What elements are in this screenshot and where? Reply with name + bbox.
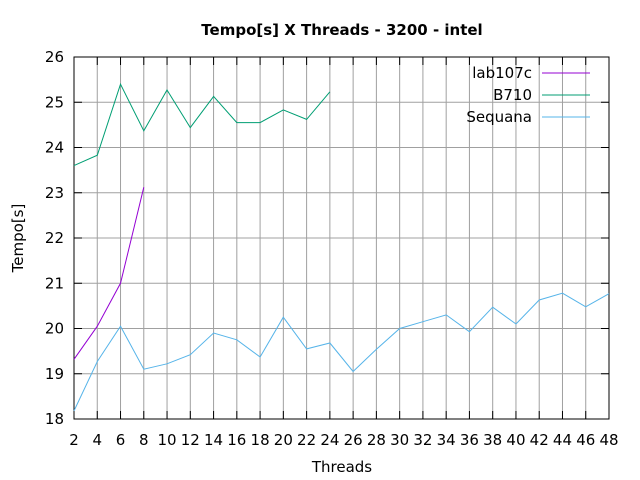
series-line-sequana	[73, 292, 610, 412]
x-tick-label: 8	[139, 431, 149, 449]
x-tick-label: 46	[576, 431, 595, 449]
x-tick-labels: 2 4 6 8 10 12 14 16 18 20 22 24 26 28 30 32 34 36 38 40 42 44…	[69, 431, 618, 449]
y-tick-labels: 18 19 20 21 22 23 24 25 26	[45, 48, 64, 428]
y-tick-label: 19	[45, 365, 64, 383]
y-tick-label: 23	[45, 184, 64, 202]
x-tick-label: 18	[251, 431, 270, 449]
chart-title: Tempo[s] X Threads - 3200 - intel	[201, 21, 482, 39]
x-tick-label: 48	[599, 431, 618, 449]
y-tick-label: 26	[45, 48, 64, 66]
legend-label: B710	[493, 86, 532, 104]
x-tick-label: 30	[390, 431, 409, 449]
y-tick-label: 18	[45, 410, 64, 428]
y-tick-label: 20	[45, 320, 64, 338]
y-tick-label: 24	[45, 139, 64, 157]
x-tick-label: 36	[460, 431, 479, 449]
x-tick-label: 10	[157, 431, 176, 449]
x-tick-label: 38	[483, 431, 502, 449]
x-tick-label: 24	[320, 431, 339, 449]
y-tick-label: 25	[45, 93, 64, 111]
x-tick-label: 16	[227, 431, 246, 449]
series-lines	[73, 82, 610, 412]
x-tick-label: 40	[506, 431, 525, 449]
x-tick-label: 28	[367, 431, 386, 449]
series-line-lab107c	[73, 187, 145, 360]
y-axis-title: Tempo[s]	[9, 204, 27, 274]
x-tick-label: 14	[204, 431, 223, 449]
x-axis-title: Threads	[311, 458, 372, 476]
x-tick-label: 22	[297, 431, 316, 449]
legend-label: Sequana	[466, 108, 532, 126]
x-tick-label: 20	[274, 431, 293, 449]
x-tick-label: 12	[181, 431, 200, 449]
x-tick-label: 34	[437, 431, 456, 449]
grid-lines	[73, 56, 610, 420]
tick-marks	[73, 56, 610, 420]
x-tick-label: 2	[69, 431, 79, 449]
y-tick-label: 21	[45, 274, 64, 292]
x-tick-label: 44	[553, 431, 572, 449]
legend: lab107c B710 Sequana	[466, 64, 590, 126]
y-tick-label: 22	[45, 229, 64, 247]
x-tick-label: 42	[530, 431, 549, 449]
series-line-b710	[73, 82, 331, 167]
x-tick-label: 32	[413, 431, 432, 449]
x-tick-label: 6	[116, 431, 126, 449]
legend-label: lab107c	[472, 64, 532, 82]
x-tick-label: 4	[92, 431, 102, 449]
x-tick-label: 26	[344, 431, 363, 449]
